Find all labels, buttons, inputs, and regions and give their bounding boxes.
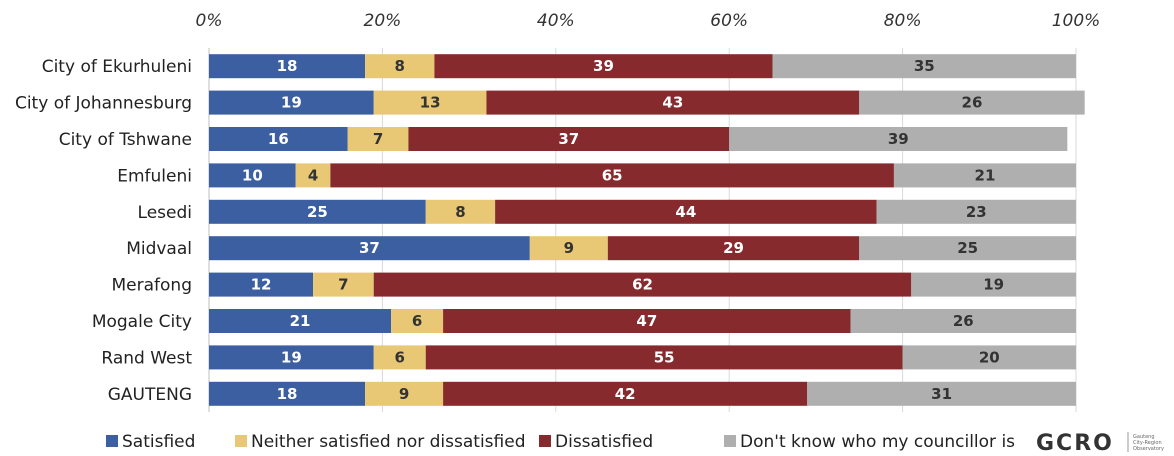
category-label: Emfuleni	[117, 166, 192, 186]
bar-value-label: 43	[662, 94, 683, 112]
bar-value-label: 4	[308, 166, 318, 184]
bar-value-label: 55	[654, 348, 675, 366]
legend-swatch	[106, 435, 118, 447]
bar-value-label: 42	[615, 385, 636, 403]
category-label: Lesedi	[138, 203, 192, 223]
bar-value-label: 7	[338, 276, 348, 294]
legend-label: Don't know who my councillor is	[740, 432, 1015, 452]
bar-value-label: 23	[966, 203, 987, 221]
legend-swatch	[235, 435, 247, 447]
bar-value-label: 7	[373, 130, 383, 148]
bar-value-label: 25	[307, 203, 328, 221]
category-label: Midvaal	[126, 239, 192, 259]
logo-text: GCRO	[1036, 431, 1114, 456]
x-tick-label: 20%	[364, 11, 402, 31]
category-label: Merafong	[112, 276, 192, 296]
category-label: City of Tshwane	[59, 130, 192, 150]
bar-value-label: 9	[564, 239, 574, 257]
bar-value-label: 39	[888, 130, 909, 148]
legend: Satisfied Neither satisfied nor dissatisf…	[106, 432, 1015, 452]
bar-value-label: 29	[723, 239, 744, 257]
x-tick-label: 80%	[884, 11, 922, 31]
bar-value-label: 19	[281, 94, 302, 112]
x-tick-label: 60%	[710, 11, 748, 31]
bar-value-label: 20	[979, 348, 1000, 366]
category-label: GAUTENG	[108, 385, 192, 405]
bar-value-label: 16	[268, 130, 289, 148]
category-label: Mogale City	[92, 312, 192, 332]
bar-value-label: 47	[636, 312, 657, 330]
bar-value-label: 19	[983, 276, 1004, 294]
bar-value-label: 8	[455, 203, 465, 221]
bar-value-label: 6	[395, 348, 405, 366]
bar-value-label: 12	[251, 276, 272, 294]
bar-value-label: 35	[914, 57, 935, 75]
legend-label: Satisfied	[122, 432, 195, 452]
bar-value-label: 21	[975, 166, 996, 184]
bar-value-label: 44	[675, 203, 696, 221]
category-label: City of Johannesburg	[15, 94, 192, 114]
bars-group: 18 8 39 35 19 13 43 26 16 7 37 39 10 4 65 21 25 8 44 23 37 9 2…	[209, 54, 1085, 406]
x-axis-ticks: 0% 20% 40% 60% 80% 100%	[196, 11, 1101, 31]
x-tick-label: 0%	[196, 11, 223, 31]
bar-value-label: 9	[399, 385, 409, 403]
bar-value-label: 31	[931, 385, 952, 403]
category-labels: City of Ekurhuleni City of Johannesburg Ci…	[15, 57, 192, 405]
bar-value-label: 6	[412, 312, 422, 330]
bar-value-label: 8	[395, 57, 405, 75]
bar-value-label: 13	[420, 94, 441, 112]
category-label: City of Ekurhuleni	[42, 57, 192, 77]
gcro-logo: GCRO Gauteng City-Region Observatory	[1036, 431, 1164, 456]
x-tick-label: 100%	[1052, 11, 1101, 31]
bar-value-label: 21	[290, 312, 311, 330]
bar-value-label: 18	[277, 57, 298, 75]
bar-value-label: 19	[281, 348, 302, 366]
bar-value-label: 26	[953, 312, 974, 330]
legend-label: Neither satisfied nor dissatisfied	[251, 432, 526, 452]
bar-value-label: 26	[962, 94, 983, 112]
bar-value-label: 37	[558, 130, 579, 148]
bar-value-label: 10	[242, 166, 263, 184]
bar-value-label: 37	[359, 239, 380, 257]
bar-value-label: 25	[957, 239, 978, 257]
bar-value-label: 18	[277, 385, 298, 403]
category-label: Rand West	[101, 348, 192, 368]
legend-swatch	[539, 435, 551, 447]
bar-value-label: 65	[602, 166, 623, 184]
legend-swatch	[724, 435, 736, 447]
legend-label: Dissatisfied	[555, 432, 653, 452]
bar-value-label: 39	[593, 57, 614, 75]
logo-subtitle-3: Observatory	[1133, 446, 1164, 452]
bar-value-label: 62	[632, 276, 653, 294]
x-tick-label: 40%	[537, 11, 575, 31]
